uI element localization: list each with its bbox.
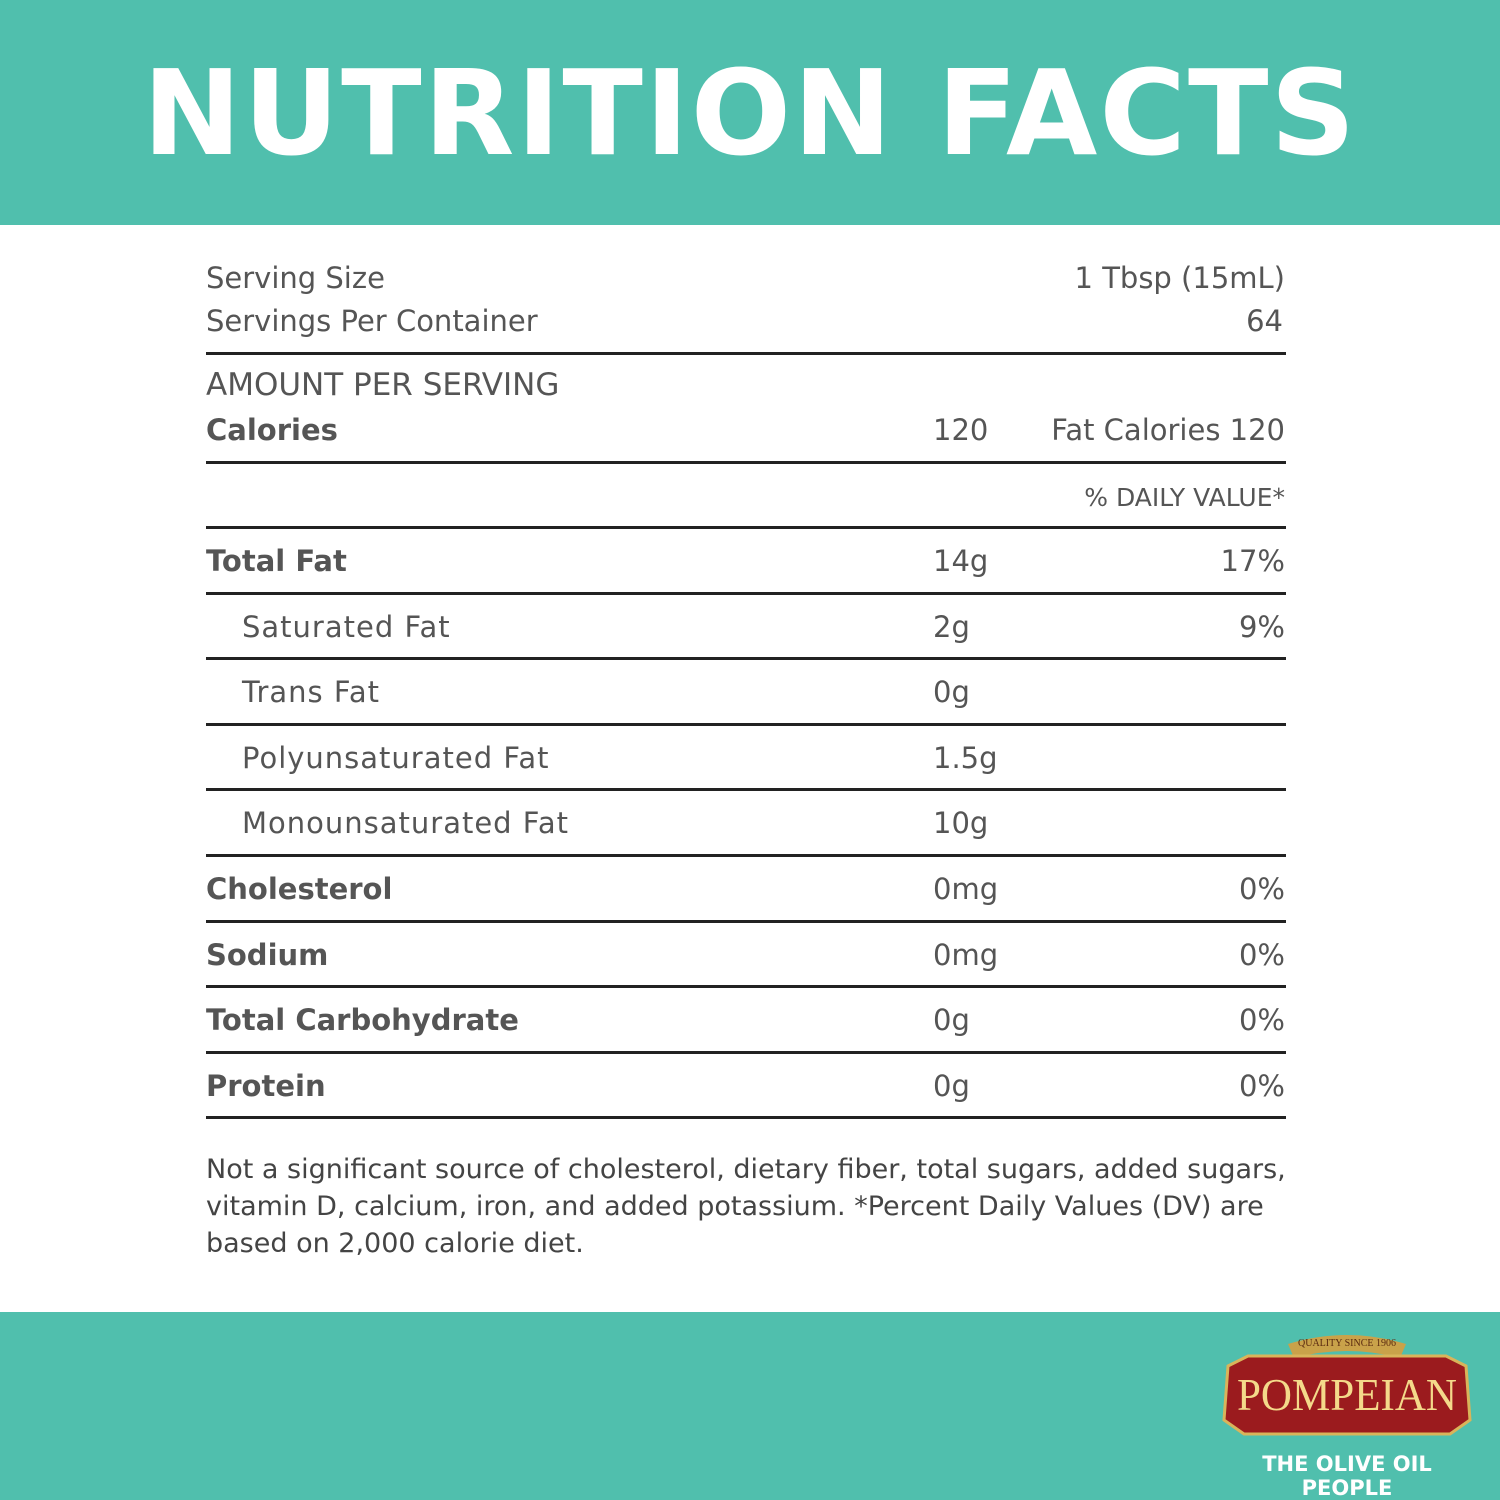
logo-ribbon (1288, 1335, 1406, 1358)
footnote: Not a significant source of cholesterol,… (206, 1154, 1286, 1259)
logo-brand: POMPEIAN (1237, 1369, 1457, 1420)
serving-size-label: Serving Size (206, 261, 385, 295)
slogan: THE OLIVE OIL PEOPLE (1262, 1452, 1432, 1500)
nutrient-amount: 0g (933, 675, 970, 710)
fat-calories: Fat Calories 120 (1051, 413, 1285, 447)
amount-label: AMOUNT PER SERVING (206, 367, 560, 403)
nutrient-amount: 0mg (933, 937, 999, 972)
calories-value: 120 (933, 413, 989, 447)
rule (206, 1116, 1286, 1119)
logo-badge (1222, 1354, 1472, 1436)
nutrient-dv: 0% (1238, 1003, 1285, 1038)
logo-tagline: QUALITY SINCE 1906 (1298, 1338, 1396, 1349)
title: NUTRITION FACTS (142, 44, 1358, 182)
rule (206, 657, 1286, 660)
rule (206, 985, 1286, 988)
nutrient-amount: 0mg (933, 872, 999, 906)
rule (206, 1051, 1286, 1054)
nutrient-amount: 14g (933, 544, 989, 578)
servings-value: 64 (1246, 304, 1283, 338)
rule (206, 723, 1286, 726)
nutrient-name: Trans Fat (242, 675, 381, 710)
rule (206, 788, 1286, 791)
nutrient-amount: 0g (933, 1068, 970, 1103)
rule (206, 352, 1286, 355)
rule (206, 526, 1286, 529)
nutrient-amount: 2g (933, 609, 970, 644)
nutrient-dv: 0% (1238, 1068, 1285, 1103)
servings-label: Servings Per Container (206, 304, 538, 338)
nutrient-dv: 0% (1238, 937, 1285, 972)
nutrient-name: Sodium (206, 937, 329, 972)
nutrient-name: Cholesterol (206, 872, 393, 906)
rule (206, 592, 1286, 595)
rule (206, 854, 1286, 857)
logo: QUALITY SINCE 1906 POMPEIAN (1222, 1335, 1472, 1436)
rule (206, 920, 1286, 923)
nutrient-name: Saturated Fat (242, 609, 451, 644)
serving-size: 1 Tbsp (15mL) (1074, 261, 1285, 295)
nutrient-name: Total Carbohydrate (206, 1003, 519, 1038)
nutrient-amount: 1.5g (933, 740, 998, 775)
nutrient-dv: 17% (1220, 544, 1285, 578)
daily-value-header: % DAILY VALUE* (1084, 483, 1285, 512)
nutrient-name: Protein (206, 1068, 326, 1103)
nutrient-name: Polyunsaturated Fat (242, 740, 550, 775)
nutrient-amount: 10g (933, 806, 989, 841)
nutrient-name: Monounsaturated Fat (242, 806, 569, 841)
nutrient-dv: 0% (1238, 872, 1285, 906)
nutrient-dv: 9% (1238, 609, 1285, 644)
nutrient-name: Total Fat (206, 544, 347, 578)
nutrient-amount: 0g (933, 1003, 970, 1038)
header-band (0, 0, 1500, 225)
rule (206, 461, 1286, 464)
calories-label: Calories (206, 413, 338, 447)
